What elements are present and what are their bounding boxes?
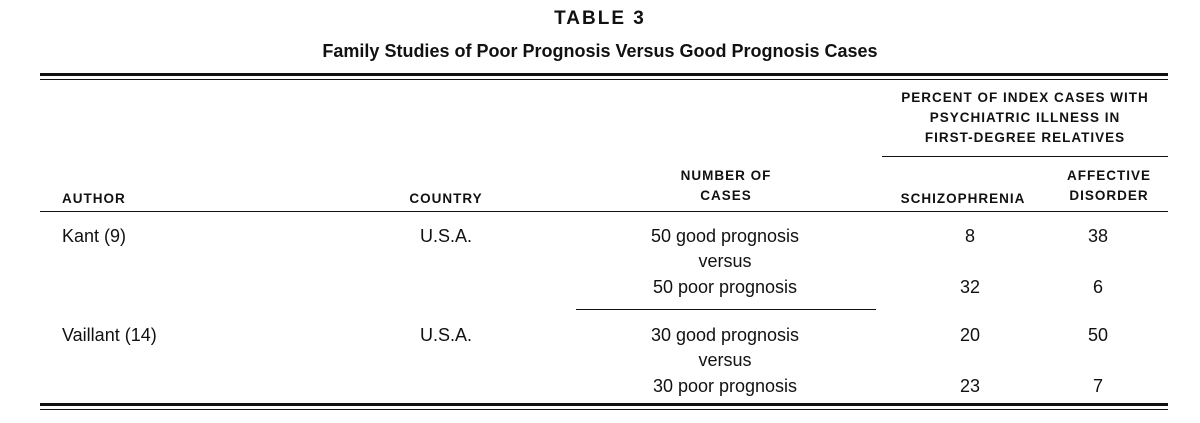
row-good-cases: 50 good prognosis <box>650 226 800 246</box>
cell-good-affective: 38 <box>1087 226 1109 246</box>
row-country: U.S.A. <box>419 325 472 345</box>
header-country: COUNTRY <box>409 191 483 206</box>
cell-poor-schizophrenia: 23 <box>959 376 981 396</box>
cell-good-schizophrenia: 20 <box>959 325 981 345</box>
header-author: AUTHOR <box>62 191 126 206</box>
header-percent-group: PERCENT OF INDEX CASES WITH PSYCHIATRIC … <box>882 88 1168 148</box>
row-author: Vaillant (14) <box>62 325 157 345</box>
row-versus: versus <box>698 350 752 370</box>
header-cases: NUMBER OF CASES <box>626 166 826 206</box>
header-percent-line: PSYCHIATRIC ILLNESS IN <box>929 110 1121 125</box>
table-title: Family Studies of Poor Prognosis Versus … <box>322 41 878 61</box>
row-good-cases: 30 good prognosis <box>650 325 800 345</box>
header-cases-line: CASES <box>700 188 752 203</box>
header-affective-line: DISORDER <box>1069 188 1149 203</box>
percent-group-rule <box>882 156 1168 157</box>
header-cases-line: NUMBER OF <box>680 168 772 183</box>
row-poor-cases: 50 poor prognosis <box>652 277 798 297</box>
cell-poor-affective: 7 <box>1092 376 1103 396</box>
table-top-rule <box>40 73 1168 80</box>
row-versus: versus <box>698 251 752 271</box>
header-percent-line: PERCENT OF INDEX CASES WITH <box>901 90 1149 105</box>
header-affective: AFFECTIVE DISORDER <box>1050 166 1168 206</box>
row-country: U.S.A. <box>419 226 472 246</box>
cell-poor-schizophrenia: 32 <box>959 277 981 297</box>
table-number: TABLE 3 <box>554 8 646 29</box>
table-bottom-rule <box>40 403 1168 410</box>
row-poor-cases: 30 poor prognosis <box>652 376 798 396</box>
header-schizophrenia: SCHIZOPHRENIA <box>900 191 1026 206</box>
header-affective-line: AFFECTIVE <box>1066 168 1151 183</box>
cell-poor-affective: 6 <box>1092 277 1103 297</box>
header-percent-line: FIRST-DEGREE RELATIVES <box>924 130 1126 145</box>
cell-good-affective: 50 <box>1087 325 1109 345</box>
cell-good-schizophrenia: 8 <box>964 226 975 246</box>
row-separator-rule <box>576 309 876 310</box>
header-rule <box>40 211 1168 212</box>
row-author: Kant (9) <box>62 226 127 246</box>
